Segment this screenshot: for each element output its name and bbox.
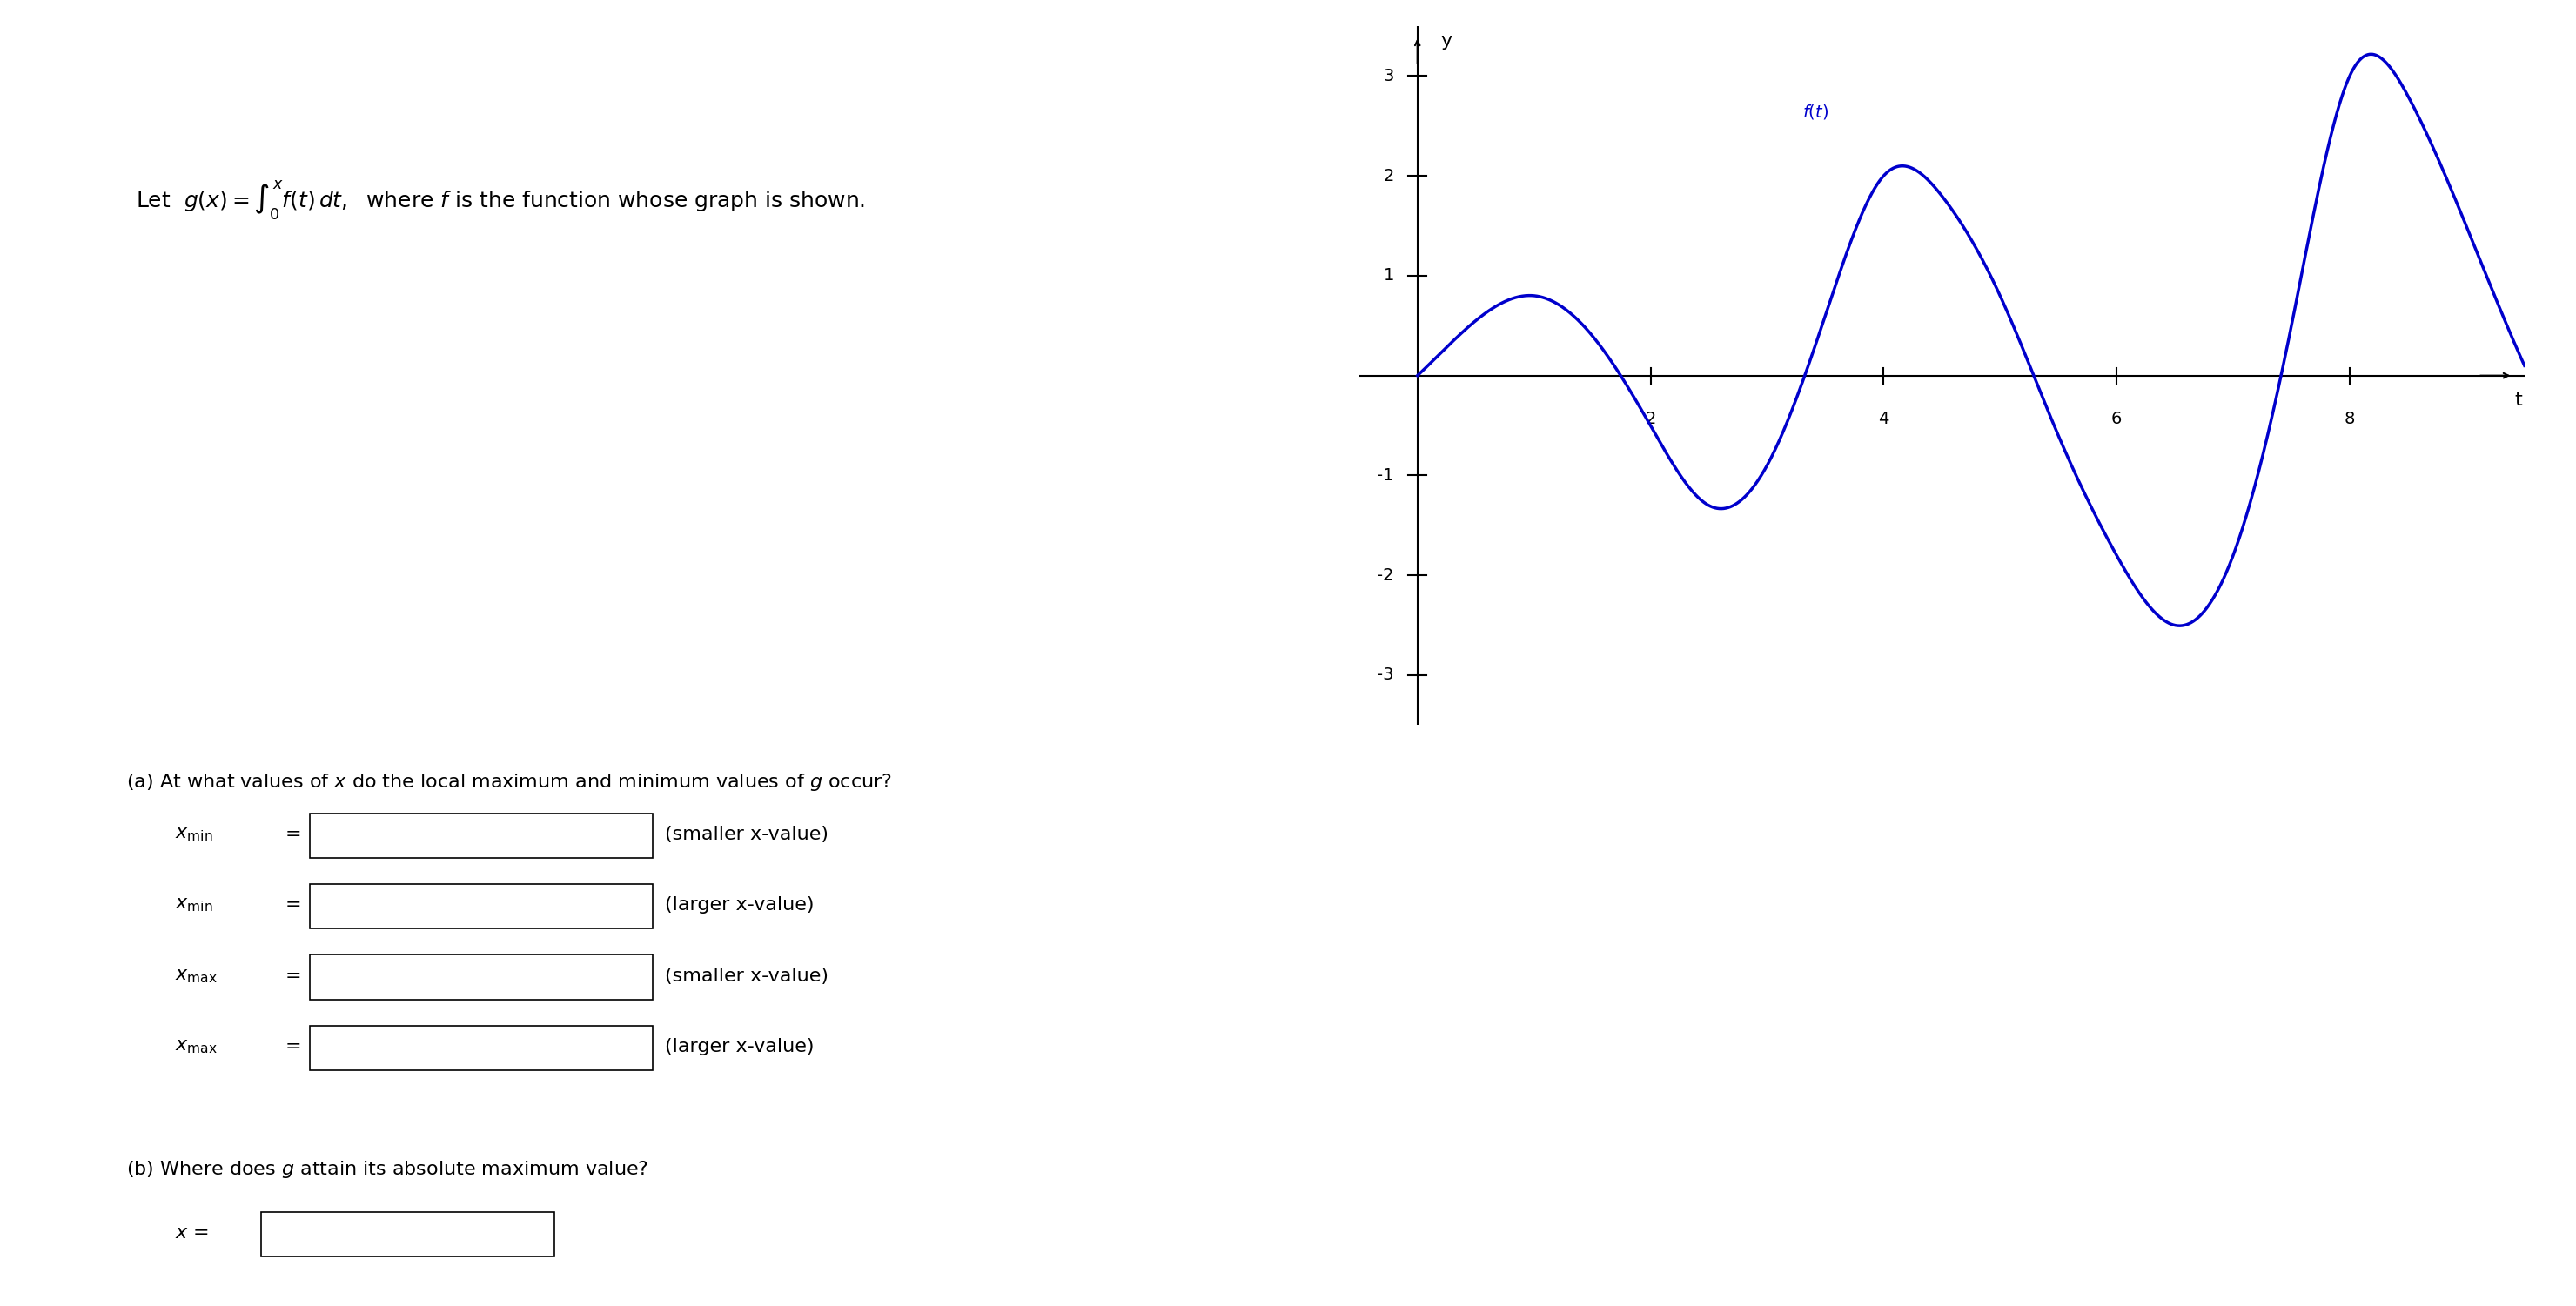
- Text: =: =: [286, 825, 301, 842]
- FancyBboxPatch shape: [309, 955, 652, 999]
- Text: (smaller x-value): (smaller x-value): [665, 825, 829, 842]
- Text: $x_{\min}$: $x_{\min}$: [175, 896, 214, 914]
- Text: 8: 8: [2344, 410, 2354, 427]
- Text: -2: -2: [1378, 567, 1394, 584]
- Text: (b) Where does $g$ attain its absolute maximum value?: (b) Where does $g$ attain its absolute m…: [126, 1160, 649, 1181]
- Text: 1: 1: [1383, 268, 1394, 283]
- Text: =: =: [286, 968, 301, 985]
- Text: y: y: [1440, 33, 1453, 50]
- Text: (smaller x-value): (smaller x-value): [665, 968, 829, 985]
- FancyBboxPatch shape: [260, 1212, 554, 1256]
- Text: =: =: [286, 1038, 301, 1055]
- FancyBboxPatch shape: [309, 1025, 652, 1070]
- Text: $x$ =: $x$ =: [175, 1224, 209, 1242]
- Text: -3: -3: [1378, 667, 1394, 683]
- Text: t: t: [2514, 392, 2522, 409]
- Text: $x_{\min}$: $x_{\min}$: [175, 825, 214, 842]
- FancyBboxPatch shape: [309, 814, 652, 858]
- Text: -1: -1: [1378, 468, 1394, 483]
- Text: 2: 2: [1646, 410, 1656, 427]
- FancyBboxPatch shape: [309, 884, 652, 929]
- Text: $f(t)$: $f(t)$: [1803, 103, 1829, 121]
- Text: 2: 2: [1383, 167, 1394, 184]
- Text: 4: 4: [1878, 410, 1888, 427]
- Text: =: =: [286, 896, 301, 914]
- Text: $x_{\max}$: $x_{\max}$: [175, 1038, 219, 1055]
- Text: (a) At what values of $x$ do the local maximum and minimum values of $g$ occur?: (a) At what values of $x$ do the local m…: [126, 772, 891, 793]
- Text: 6: 6: [2112, 410, 2123, 427]
- Text: (larger x-value): (larger x-value): [665, 896, 814, 914]
- Text: Let  $g(x) = \int_0^x f(t)\, dt,$  where $f$ is the function whose graph is show: Let $g(x) = \int_0^x f(t)\, dt,$ where $…: [137, 179, 866, 222]
- Text: $x_{\max}$: $x_{\max}$: [175, 968, 219, 985]
- Text: 3: 3: [1383, 68, 1394, 85]
- Text: (larger x-value): (larger x-value): [665, 1038, 814, 1055]
